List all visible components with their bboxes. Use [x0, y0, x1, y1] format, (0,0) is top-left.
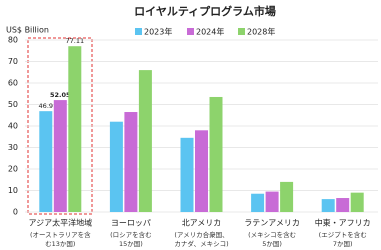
- y-tick-label: 50: [8, 100, 18, 109]
- category-note: (アメリカ合衆国、: [174, 230, 228, 239]
- x-tick-label: ラテンアメリカ: [244, 219, 300, 228]
- bar: [209, 96, 223, 212]
- legend-swatch: [187, 28, 194, 35]
- chart-title: ロイヤルティプログラム市場: [134, 4, 276, 18]
- y-tick-label: 0: [13, 208, 18, 217]
- y-tick-label: 80: [8, 36, 18, 45]
- bar: [336, 198, 350, 212]
- bar: [68, 46, 82, 212]
- category-note: (メキシコを含む: [248, 230, 296, 239]
- y-tick-label: 40: [8, 122, 18, 131]
- category-note: カナダ、メキシコ): [174, 239, 228, 248]
- bar: [265, 191, 279, 212]
- bar: [124, 112, 138, 212]
- category-note: 7か国): [333, 240, 353, 248]
- legend-swatch: [135, 28, 142, 35]
- bar: [251, 193, 265, 212]
- category-note: (ロシアを含む: [110, 230, 152, 239]
- bar: [53, 100, 67, 212]
- value-label: 52.05: [50, 91, 71, 99]
- value-label: 77.11: [65, 37, 84, 45]
- bar: [195, 130, 208, 212]
- y-tick-label: 70: [8, 57, 18, 66]
- x-tick-label: 中東・アフリカ: [315, 218, 371, 228]
- legend-label: 2024年: [196, 27, 224, 37]
- bar: [280, 181, 294, 212]
- x-tick-label: 北アメリカ: [182, 219, 222, 228]
- y-tick-label: 30: [8, 143, 18, 152]
- category-note: (オーストラリアを含: [30, 230, 91, 239]
- legend-label: 2028年: [247, 27, 275, 37]
- category-note: (エジプトを含む: [319, 230, 367, 239]
- x-tick-label: アジア太平洋地域: [28, 218, 92, 228]
- category-note: 5か国): [262, 240, 282, 248]
- bar: [39, 111, 53, 212]
- legend-swatch: [238, 28, 245, 35]
- y-axis-label: US$ Billion: [6, 26, 49, 35]
- bar: [109, 121, 123, 212]
- y-tick-label: 10: [8, 186, 18, 195]
- y-tick-label: 60: [8, 79, 18, 88]
- category-note: む13か国): [45, 240, 75, 248]
- bar: [138, 70, 152, 212]
- bar: [321, 199, 335, 212]
- category-note: 15か国): [119, 240, 143, 248]
- y-tick-label: 20: [8, 165, 18, 174]
- x-tick-label: ヨーロッパ: [111, 219, 151, 228]
- value-label: 46.9: [39, 102, 53, 110]
- legend-label: 2023年: [144, 27, 172, 37]
- bar: [350, 192, 364, 212]
- bar: [180, 137, 194, 212]
- grid: [25, 39, 378, 213]
